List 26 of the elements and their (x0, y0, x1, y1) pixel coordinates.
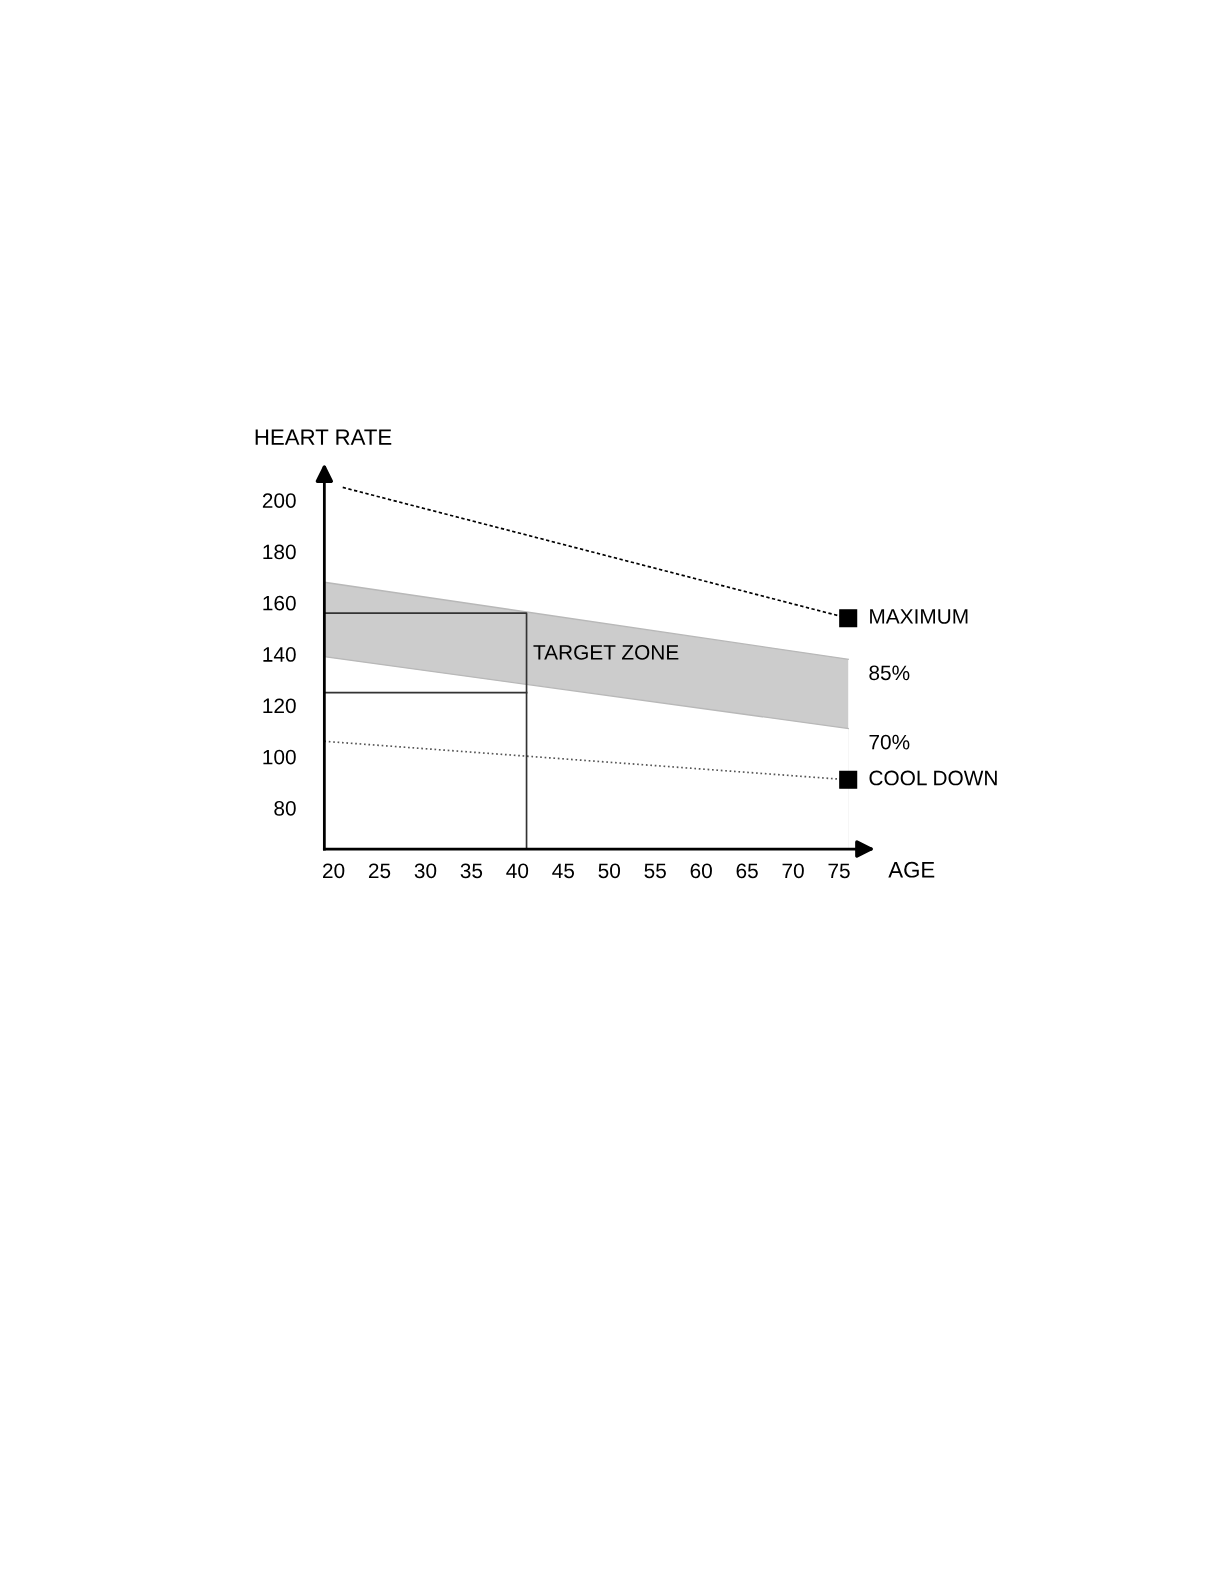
x-tick-label: 60 (690, 863, 712, 879)
x-tick-label: 30 (414, 863, 437, 879)
x-tick-label: 20 (323, 863, 345, 879)
annotation: TARGET ZONE (533, 644, 679, 660)
x-tick-label: 75 (828, 863, 850, 879)
series-label: MAXIMUM (870, 609, 968, 624)
y-tick-label: 200 (262, 493, 296, 508)
series-label: COOL DOWN (869, 770, 997, 786)
y-tick-label: 100 (263, 749, 296, 765)
y-tick-label: 80 (274, 800, 296, 816)
y-tick-label: 160 (263, 595, 296, 611)
series-label: 85% (869, 665, 910, 681)
y-tick-label: 140 (263, 647, 296, 662)
x-tick-label: 70 (782, 863, 804, 879)
y-tick-label: 120 (263, 698, 296, 714)
x-tick-label: 40 (506, 863, 529, 879)
x-axis-title: AGE (888, 861, 935, 878)
x-tick-label: 65 (736, 863, 758, 879)
x-tick-label: 25 (368, 863, 391, 879)
x-tick-label: 50 (598, 863, 621, 879)
y-axis-title: HEART RATE (255, 429, 392, 445)
y-tick-label: 180 (263, 544, 296, 560)
x-tick-label: 55 (644, 863, 666, 879)
series-label: 70% (869, 734, 910, 750)
x-tick-label: 35 (460, 863, 483, 879)
x-tick-label: 45 (552, 863, 575, 879)
